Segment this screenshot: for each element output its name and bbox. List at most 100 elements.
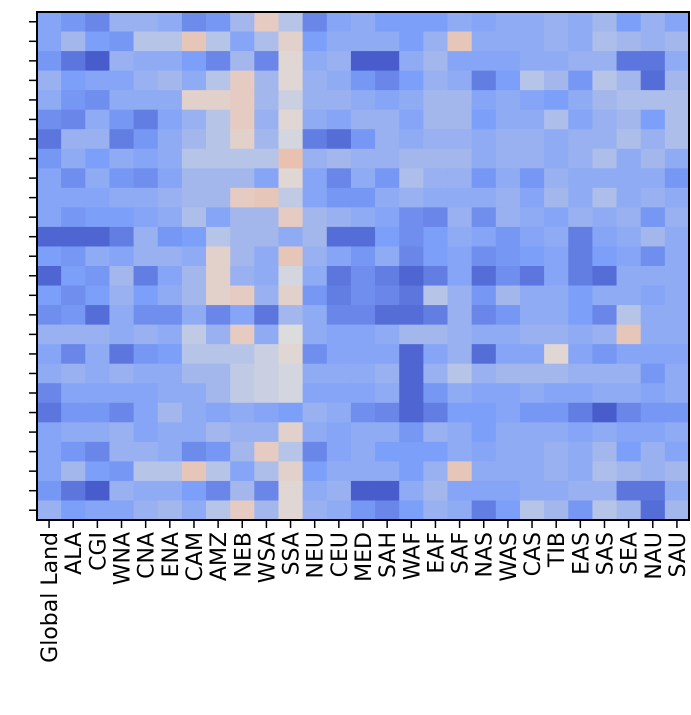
heatmap-cell xyxy=(616,363,642,384)
heatmap-cell xyxy=(471,363,497,384)
heatmap-cell xyxy=(544,461,569,482)
heatmap-cell xyxy=(568,168,594,189)
heatmap-cell xyxy=(230,187,255,208)
heatmap-cell xyxy=(423,402,449,423)
heatmap-cell xyxy=(157,500,183,521)
heatmap-cell xyxy=(61,70,86,91)
heatmap-cell xyxy=(254,305,280,326)
heatmap-cell xyxy=(423,12,449,33)
heatmap-cell xyxy=(61,187,86,208)
x-tick-label: NAS xyxy=(473,532,498,577)
heatmap-cell xyxy=(206,480,231,502)
heatmap-cell xyxy=(471,422,497,443)
heatmap-cell xyxy=(423,285,449,306)
heatmap-cell xyxy=(230,70,255,91)
heatmap-cell xyxy=(254,12,280,33)
heatmap-cell xyxy=(302,168,328,189)
heatmap-cell xyxy=(326,187,352,208)
heatmap-cell xyxy=(375,246,400,267)
heatmap-cell xyxy=(181,109,207,130)
heatmap-cell xyxy=(568,480,594,502)
heatmap-cell xyxy=(206,324,231,345)
heatmap-cell xyxy=(206,148,231,169)
heatmap-cell xyxy=(61,480,86,502)
heatmap-cell xyxy=(37,109,62,130)
heatmap-cell xyxy=(495,187,521,208)
heatmap-cell xyxy=(568,187,594,208)
x-tick-label: CNA xyxy=(135,532,160,579)
heatmap-cell xyxy=(519,402,545,423)
x-tick-label: EAS xyxy=(569,532,594,575)
heatmap-cell xyxy=(616,90,642,111)
heatmap-cell xyxy=(157,363,183,384)
heatmap-cell xyxy=(181,402,207,423)
heatmap-cell xyxy=(278,324,304,345)
heatmap-cell xyxy=(640,90,666,111)
heatmap-cell xyxy=(326,266,352,287)
x-tick-label: CEU xyxy=(328,532,353,577)
heatmap-cell xyxy=(302,441,328,462)
heatmap-cell xyxy=(447,422,473,443)
heatmap-cell xyxy=(350,51,376,72)
heatmap-cell xyxy=(350,480,376,502)
heatmap-cell xyxy=(640,148,666,169)
heatmap-cell xyxy=(568,461,594,482)
heatmap-cell xyxy=(519,90,545,111)
heatmap-cell xyxy=(399,12,424,33)
heatmap-cell xyxy=(471,70,497,91)
heatmap-cell xyxy=(61,31,86,52)
heatmap-cell xyxy=(254,70,280,91)
heatmap-cell xyxy=(592,441,618,462)
heatmap-cell xyxy=(254,109,280,130)
heatmap-cell xyxy=(109,266,135,287)
heatmap-cell xyxy=(616,51,642,72)
heatmap-cell xyxy=(230,90,255,111)
heatmap-cell xyxy=(423,70,449,91)
heatmap-cell xyxy=(447,402,473,423)
heatmap-cell xyxy=(133,70,159,91)
heatmap-cell xyxy=(375,305,400,326)
heatmap-cell xyxy=(133,109,159,130)
heatmap-cell xyxy=(278,500,304,521)
heatmap-cell xyxy=(230,266,255,287)
heatmap-cell xyxy=(568,70,594,91)
heatmap-cell xyxy=(495,344,521,365)
heatmap-cell xyxy=(181,324,207,345)
heatmap-cell xyxy=(85,70,111,91)
heatmap-cell xyxy=(423,51,449,72)
heatmap-cell xyxy=(375,129,400,150)
heatmap-cell xyxy=(664,226,690,248)
heatmap-cell xyxy=(157,266,183,287)
heatmap-cell xyxy=(157,51,183,72)
heatmap-cell xyxy=(278,383,304,404)
heatmap-cell xyxy=(447,70,473,91)
heatmap-cell xyxy=(133,344,159,365)
heatmap-cell xyxy=(447,51,473,72)
heatmap-cell xyxy=(85,109,111,130)
x-tick-label: SEA xyxy=(618,532,643,575)
heatmap-cell xyxy=(447,461,473,482)
heatmap-cell xyxy=(61,129,86,150)
heatmap-cell xyxy=(616,266,642,287)
heatmap-cell xyxy=(181,31,207,52)
heatmap-cell xyxy=(254,168,280,189)
heatmap-cell xyxy=(109,207,135,228)
heatmap-cell xyxy=(85,129,111,150)
x-tick-label: SAH xyxy=(376,532,401,578)
heatmap-cell xyxy=(375,500,400,521)
heatmap-cell xyxy=(399,168,424,189)
heatmap-cell xyxy=(519,480,545,502)
heatmap-cell xyxy=(423,129,449,150)
heatmap-cell xyxy=(181,187,207,208)
heatmap-cell xyxy=(495,226,521,248)
heatmap-cell xyxy=(423,226,449,248)
heatmap-cell xyxy=(230,148,255,169)
heatmap-cell xyxy=(350,402,376,423)
heatmap-cell xyxy=(326,70,352,91)
heatmap-cell xyxy=(592,363,618,384)
heatmap-cell xyxy=(399,129,424,150)
heatmap-cell xyxy=(447,363,473,384)
heatmap-cell xyxy=(254,441,280,462)
heatmap-cell xyxy=(37,246,62,267)
heatmap-cell xyxy=(640,383,666,404)
